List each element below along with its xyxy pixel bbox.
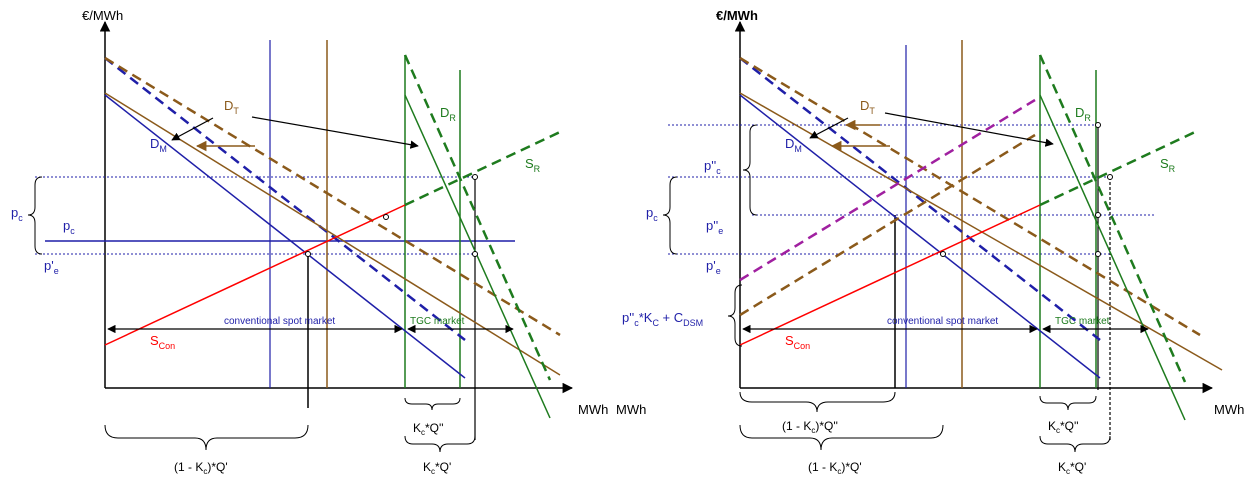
- left-pc-brace-label: pc: [11, 205, 23, 223]
- right-brace-lower-label: (1 - Kc)*Q': [808, 460, 862, 476]
- right-kq2-label: Kc*Q'': [1048, 419, 1079, 435]
- left-y-axis-label: €/MWh: [82, 8, 123, 23]
- right-scon-label: SCon: [785, 333, 810, 351]
- right-ppc-brace: [742, 124, 758, 216]
- left-dt-arrow-1: [171, 117, 214, 141]
- left-point-2: [472, 174, 478, 180]
- left-dm-label: DM: [150, 136, 167, 154]
- right-cost-label: p''c*KC + CDSM: [622, 310, 703, 328]
- right-brace-upper-label: (1 - Kc)*Q'': [782, 419, 838, 435]
- right-spot-label: conventional spot market: [887, 316, 998, 327]
- right-y-axis-label: €/MWh: [716, 8, 758, 23]
- right-sr-label: SR: [1160, 156, 1176, 174]
- right-pc-label: pc: [646, 205, 658, 223]
- right-dr-dashed: [1038, 54, 1187, 383]
- right-sr-dashed: [1039, 130, 1196, 207]
- left-sr-dashed: [404, 130, 561, 207]
- left-dt-solid: [104, 92, 561, 376]
- right-x-axis-label: MWh: [1214, 402, 1244, 417]
- right-spp-dashed: [739, 98, 1036, 282]
- left-x-axis-label: MWh: [578, 402, 608, 417]
- left-pc-line-label: pc: [63, 218, 75, 236]
- right-point-5: [1095, 251, 1101, 257]
- left-dr-solid: [404, 94, 551, 419]
- right-dt-label: DT: [860, 98, 875, 116]
- left-scon-line: [104, 204, 406, 346]
- left-dm-dashed: [104, 57, 466, 341]
- right-point-3: [940, 251, 946, 257]
- left-diagram: €/MWh MWh: [11, 8, 608, 476]
- left-sr-label: SR: [525, 156, 541, 174]
- right-brace-lower: [739, 424, 944, 451]
- left-spot-label: conventional spot market: [224, 316, 335, 327]
- right-point-4: [1095, 212, 1101, 218]
- left-brace-kq2: [404, 397, 461, 411]
- right-brace-upper: [739, 391, 896, 413]
- right-dm-solid: [739, 94, 1101, 379]
- left-point-4: [472, 251, 478, 257]
- left-tgc-label: TGC market: [410, 316, 465, 327]
- right-brace-kq1: [1039, 435, 1111, 453]
- right-dm-dashed: [739, 57, 1101, 341]
- left-dr-label: DR: [440, 105, 456, 123]
- left-point-1: [383, 214, 389, 220]
- left-dt-arrow-2: [251, 116, 419, 149]
- right-point-1: [1095, 122, 1101, 128]
- right-x-axis-label-left: MWh: [616, 402, 646, 417]
- right-point-2: [1107, 174, 1113, 180]
- right-dr-solid: [1039, 94, 1186, 421]
- right-ppc-label: p''c: [704, 158, 721, 176]
- right-tgc-label: TGC market: [1055, 316, 1110, 327]
- right-cost-brace: [727, 284, 743, 347]
- left-brace-kq1: [404, 435, 476, 453]
- right-dr-label: DR: [1075, 105, 1091, 123]
- right-pc-brace: [662, 176, 678, 255]
- right-ppe-label: p''e: [706, 218, 723, 236]
- left-kq2-label: Kc*Q'': [413, 421, 444, 437]
- left-dt-dashed: [104, 56, 561, 337]
- left-dr-dashed: [403, 54, 552, 381]
- left-brace-lower: [104, 424, 309, 451]
- left-dt-label: DT: [224, 98, 239, 116]
- right-diagram: €/MWh MWh MWh: [616, 8, 1244, 476]
- right-pe-label: p'e: [706, 258, 721, 276]
- right-scon-line: [739, 204, 1041, 346]
- left-brace-lower-label: (1 - Kc)*Q': [174, 460, 228, 476]
- left-kq1-label: Kc*Q': [423, 460, 451, 476]
- right-brown-supply-dashed: [739, 133, 1036, 317]
- right-kq1-label: Kc*Q': [1058, 460, 1086, 476]
- left-point-3: [305, 251, 311, 257]
- right-dt-dashed: [739, 56, 1201, 337]
- right-brace-kq2: [1039, 395, 1097, 411]
- left-scon-label: SCon: [150, 333, 175, 351]
- left-pc-brace: [27, 176, 43, 255]
- right-dt-arrow-2: [884, 112, 1054, 147]
- right-dt-arrow-1: [809, 117, 849, 139]
- left-pe-label: p'e: [44, 258, 59, 276]
- right-dm-label: DM: [785, 136, 802, 154]
- left-dm-solid: [104, 94, 466, 379]
